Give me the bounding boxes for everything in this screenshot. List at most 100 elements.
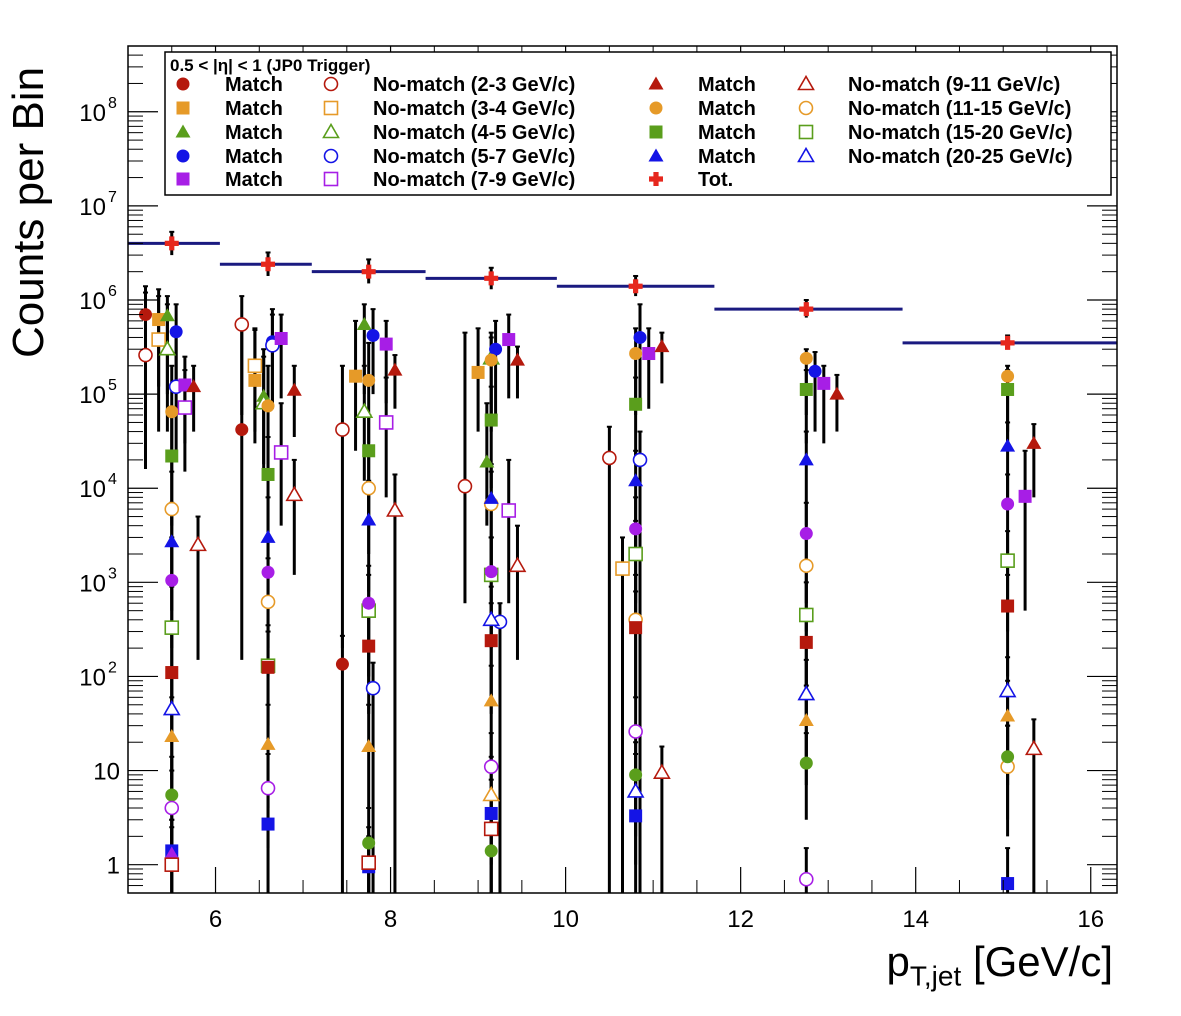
series-18-point-0 bbox=[164, 236, 179, 251]
extra-point-40 bbox=[164, 857, 180, 872]
y-tick-label-0: 1 bbox=[107, 853, 120, 880]
series-0-point-1 bbox=[235, 423, 249, 437]
extra-point-13 bbox=[1001, 497, 1015, 511]
extra-point-24 bbox=[799, 756, 813, 770]
y-tick-label-1: 10 bbox=[93, 759, 120, 786]
extra-point-20 bbox=[165, 788, 179, 802]
legend-marker-4 bbox=[175, 124, 191, 138]
series-17-point-1 bbox=[482, 610, 501, 627]
series-9-point-1 bbox=[273, 445, 289, 460]
series-8-point-4 bbox=[642, 347, 656, 361]
series-10-point-5 bbox=[829, 386, 845, 400]
series-18-point-5 bbox=[799, 302, 814, 317]
legend-marker-18 bbox=[649, 172, 663, 186]
legend-title: 0.5 < |η| < 1 (JP0 Trigger) bbox=[170, 56, 370, 75]
extra-point-32 bbox=[483, 821, 499, 837]
legend-marker-9 bbox=[323, 171, 339, 187]
series-5-point-0 bbox=[158, 340, 177, 356]
series-15-point-4 bbox=[628, 546, 643, 562]
series-10-point-4 bbox=[654, 339, 670, 353]
series-0-point-2 bbox=[335, 657, 349, 671]
extra-point-28 bbox=[483, 759, 499, 774]
legend-marker-17 bbox=[797, 146, 815, 163]
x-tick-label-1: 8 bbox=[384, 906, 397, 933]
legend-label-1: No-match (2-3 GeV/c) bbox=[373, 74, 575, 96]
extra-point-12 bbox=[799, 527, 813, 541]
extra-point-18 bbox=[798, 713, 814, 727]
extra-point-21 bbox=[362, 836, 376, 850]
series-12-point-5 bbox=[799, 351, 813, 365]
series-17-point-3 bbox=[797, 684, 816, 701]
series-4-point-2 bbox=[356, 316, 372, 330]
series-14-point-1 bbox=[261, 467, 275, 481]
y-tick-label-4: 10 bbox=[79, 476, 106, 503]
extra-point-1 bbox=[261, 660, 275, 674]
series-14-point-5 bbox=[799, 382, 813, 396]
y-axis-label: Counts per Bin bbox=[4, 66, 53, 358]
series-6-point-2 bbox=[366, 328, 380, 342]
extra-point-30 bbox=[798, 871, 814, 887]
extra-point-5 bbox=[799, 635, 813, 649]
series-16-point-3 bbox=[483, 490, 499, 504]
x-tick-label-5: 16 bbox=[1077, 906, 1104, 933]
series-12-point-2 bbox=[362, 373, 376, 387]
legend-label-13: No-match (11-15 GeV/c) bbox=[848, 98, 1071, 120]
series-5-point-2 bbox=[355, 402, 374, 419]
series-3-point-1 bbox=[247, 358, 263, 374]
series-9-point-3 bbox=[501, 503, 517, 518]
series-11-point-4 bbox=[652, 763, 671, 779]
series-4-point-0 bbox=[159, 308, 175, 322]
extra-point-8 bbox=[261, 565, 275, 579]
series-18-point-4 bbox=[628, 279, 643, 294]
series-13-point-5 bbox=[798, 558, 814, 574]
extra-point-14 bbox=[164, 729, 180, 743]
series-7-point-2 bbox=[365, 680, 381, 696]
series-1-point-1 bbox=[234, 317, 250, 332]
series-9-point-0 bbox=[177, 400, 193, 415]
series-14-point-2 bbox=[362, 444, 376, 458]
legend-marker-0 bbox=[176, 77, 190, 91]
series-16-point-5 bbox=[798, 452, 814, 466]
extra-point-38 bbox=[1001, 877, 1015, 891]
legend-box bbox=[164, 51, 1112, 196]
series-8-point-6 bbox=[1018, 489, 1032, 503]
extra-point-26 bbox=[164, 800, 180, 816]
extra-point-31 bbox=[482, 785, 501, 802]
legend-marker-14 bbox=[649, 125, 663, 139]
y-tick-exp-6: 6 bbox=[108, 283, 117, 300]
series-8-point-3 bbox=[502, 333, 516, 347]
series-8-point-5 bbox=[817, 376, 831, 390]
extra-point-4 bbox=[629, 621, 643, 635]
series-11-point-1 bbox=[285, 485, 304, 502]
legend-marker-10 bbox=[648, 76, 664, 90]
x-tick-label-2: 10 bbox=[552, 906, 579, 933]
extra-point-29 bbox=[628, 724, 643, 739]
legend-marker-2 bbox=[176, 101, 190, 115]
series-2-point-3 bbox=[471, 365, 485, 379]
series-3-point-0 bbox=[151, 332, 166, 347]
legend-label-14: Match bbox=[698, 122, 756, 144]
series-1-point-3 bbox=[457, 478, 473, 494]
error-bars bbox=[143, 230, 1037, 893]
legend-label-8: Match bbox=[225, 169, 283, 191]
series-10-point-6 bbox=[1026, 435, 1042, 449]
data-markers bbox=[138, 236, 1043, 891]
series-12-point-4 bbox=[629, 347, 643, 361]
extra-point-9 bbox=[362, 596, 376, 610]
legend-label-7: No-match (5-7 GeV/c) bbox=[373, 146, 575, 168]
extra-point-16 bbox=[361, 739, 377, 753]
series-1-point-2 bbox=[335, 422, 350, 437]
series-11-point-2 bbox=[386, 501, 404, 517]
series-14-point-0 bbox=[165, 449, 179, 463]
extra-point-25 bbox=[1001, 750, 1015, 764]
series-11-point-3 bbox=[508, 556, 527, 573]
series-0-point-0 bbox=[139, 308, 153, 322]
series-9-point-2 bbox=[378, 415, 394, 430]
y-tick-label-6: 10 bbox=[79, 288, 106, 315]
series-16-point-4 bbox=[628, 473, 644, 487]
y-tick-exp-5: 5 bbox=[108, 377, 117, 394]
extra-point-39 bbox=[164, 846, 180, 860]
extra-point-7 bbox=[165, 573, 179, 587]
plot-frame bbox=[127, 45, 1118, 894]
legend-label-4: Match bbox=[225, 122, 283, 144]
